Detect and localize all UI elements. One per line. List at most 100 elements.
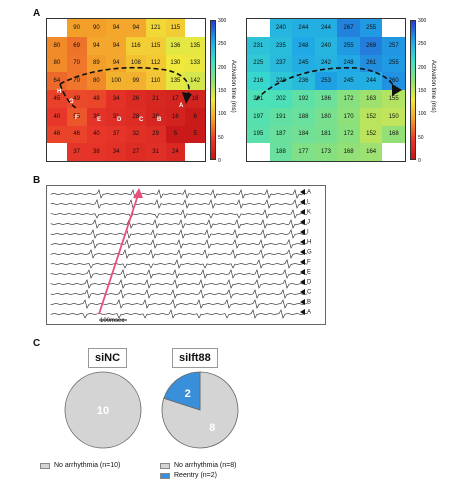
trace-label: H <box>300 239 311 246</box>
left-map-cell <box>185 19 205 37</box>
colorbar-tick: 150 <box>418 88 427 94</box>
left-map-cell: 69 <box>66 36 87 55</box>
colorbar-right-ticks: 300 250 200 150 100 50 0 <box>418 18 438 164</box>
electrode-label: C <box>139 117 144 123</box>
colorbar-left-ticks: 300 250 200 150 100 50 0 <box>218 18 238 164</box>
left-map-cell: 24 <box>165 143 186 161</box>
right-map-cell: 187 <box>269 125 293 144</box>
left-map-cell: 70 <box>66 72 87 90</box>
trace-line <box>50 289 308 299</box>
left-map-cell: 45 <box>47 90 67 108</box>
left-map-cell: 90 <box>66 19 87 37</box>
colorbar-tick: 100 <box>418 111 427 118</box>
right-map-cell: 150 <box>382 107 405 126</box>
right-map-cell: 188 <box>292 107 315 126</box>
right-map-cell: 177 <box>292 143 315 161</box>
left-map-cell: 48 <box>86 90 107 108</box>
legend-label: Reentry (n=2) <box>174 472 217 479</box>
electrode-label: D <box>117 117 122 123</box>
left-map-cell: 31 <box>145 143 166 161</box>
trace-label: F <box>300 259 311 266</box>
right-map-cell: 181 <box>314 125 338 144</box>
trace-line <box>50 259 308 269</box>
right-map-cell: 240 <box>269 19 293 37</box>
left-map-cell: 34 <box>106 143 126 161</box>
left-map-cell: 94 <box>106 36 126 55</box>
propagation-arrow-head <box>133 188 143 198</box>
left-map-cell: 94 <box>106 19 126 37</box>
right-map-cell: 188 <box>269 143 293 161</box>
legend-swatch <box>40 462 50 469</box>
left-map-cell: 99 <box>126 72 146 90</box>
colorbar-left <box>210 20 216 160</box>
left-map-cell: 115 <box>165 19 186 37</box>
right-map-cell: 155 <box>382 90 405 108</box>
trace-line <box>50 229 308 239</box>
trace-label: E <box>300 269 311 276</box>
right-map-cell: 164 <box>359 143 383 161</box>
reentry-path-left <box>59 66 192 109</box>
right-map-cell: 240 <box>314 36 338 55</box>
right-map-cell: 245 <box>292 54 315 73</box>
trace-label: C <box>300 289 311 296</box>
legend-swatch <box>160 472 170 479</box>
right-map-cell: 152 <box>359 125 383 144</box>
trace-label: B <box>300 299 311 306</box>
activation-map-right: 240 244 244 267 255 231 235 248 240 255 269 257 225 2… <box>246 18 406 162</box>
right-map-cell: 253 <box>314 72 338 90</box>
left-map-cell: 5 <box>165 125 186 144</box>
right-map-cell: 172 <box>337 125 360 144</box>
pie-slice-label: 8 <box>209 422 215 434</box>
electrode-label: F <box>75 115 79 121</box>
right-map-cell: 235 <box>269 36 293 55</box>
right-map-cell: 184 <box>292 125 315 144</box>
right-map-cell: 163 <box>359 90 383 108</box>
left-map-cell: 64 <box>47 72 67 90</box>
pie-slice-label: 10 <box>97 405 109 417</box>
right-map-cell: 236 <box>292 72 315 90</box>
right-map-cell: 257 <box>382 36 405 55</box>
left-map-cell: 16 <box>165 107 186 126</box>
right-map-cell: 244 <box>314 19 338 37</box>
colorbar-right-label: Activation time (ms) <box>430 60 436 113</box>
left-map-cell: 46 <box>47 125 67 144</box>
right-map-cell: 168 <box>337 143 360 161</box>
right-map-cell: 245 <box>337 72 360 90</box>
left-map-cell: 80 <box>47 36 67 55</box>
right-map-cell: 202 <box>269 90 293 108</box>
colorbar-tick: 0 <box>418 158 421 164</box>
trace-line <box>50 189 308 199</box>
legend-label: No arrhythmia (n=8) <box>174 462 237 469</box>
pie-charts: 10 8 2 <box>64 371 239 449</box>
left-map-cell: 26 <box>126 90 146 108</box>
trace-label: A <box>300 189 311 196</box>
right-map-cell: 173 <box>314 143 338 161</box>
left-map-cell: 135 <box>185 36 205 55</box>
colorbar-left-label: Activation time (ms) <box>230 60 236 113</box>
legend-sinc-no-arrhythmia: No arrhythmia (n=10) <box>40 462 120 469</box>
trace-label: D <box>300 279 311 286</box>
electrode-label: A <box>179 103 184 109</box>
left-map-cell: 36 <box>86 107 107 126</box>
left-map-cell: 112 <box>145 54 166 73</box>
left-map-cell: 100 <box>106 72 126 90</box>
right-map-cell: 255 <box>337 36 360 55</box>
panel-label-b: B <box>33 175 41 186</box>
electrogram-panel <box>46 185 326 325</box>
electrogram-traces <box>50 188 308 321</box>
right-map-cell <box>247 143 270 161</box>
left-map-cell: 110 <box>145 72 166 90</box>
trace-label: L <box>300 199 310 206</box>
left-map-cell: 40 <box>86 125 107 144</box>
colorbar-tick: 300 <box>418 18 427 24</box>
pie-chart-sinc: 10 <box>64 371 142 449</box>
trace-label: J <box>300 219 310 226</box>
right-map-cell: 225 <box>247 54 270 73</box>
right-map-cell: 195 <box>247 125 270 144</box>
right-map-cell <box>382 143 405 161</box>
left-map-cell: 37 <box>106 125 126 144</box>
right-map-cell <box>247 19 270 37</box>
pie-slice <box>64 371 142 449</box>
pie-slice-label: 2 <box>185 388 191 400</box>
